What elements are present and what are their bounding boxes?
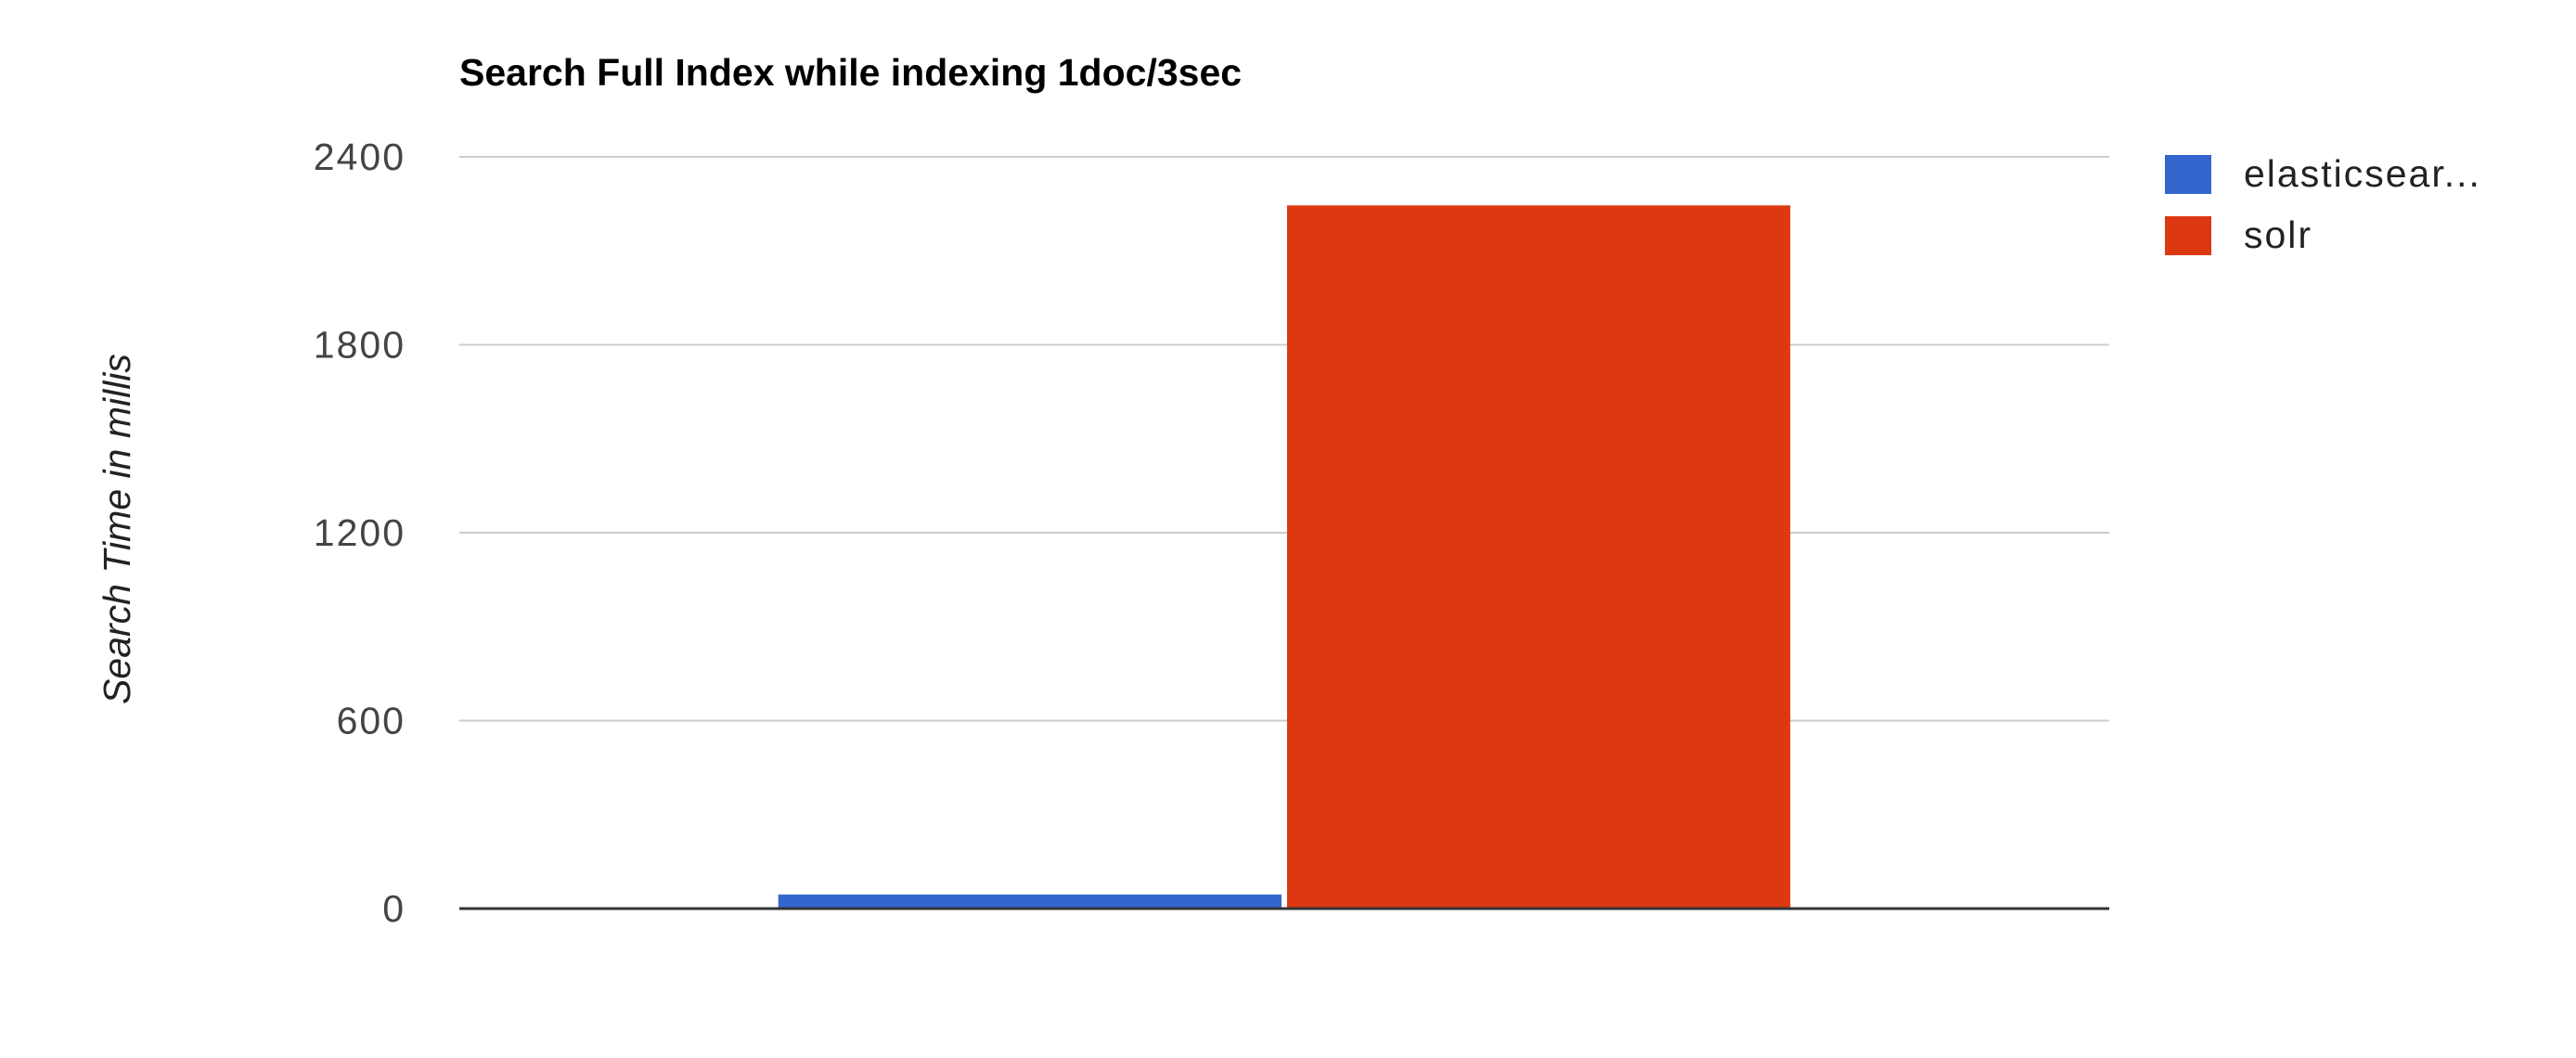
bar-elasticsear: [778, 894, 1282, 909]
legend-swatch: [2165, 155, 2211, 194]
y-tick-label: 0: [382, 887, 406, 930]
gridlines: [459, 156, 2109, 722]
chart-title: Search Full Index while indexing 1doc/3s…: [459, 51, 1242, 94]
legend-label: solr: [2244, 213, 2312, 256]
y-tick-label: 1800: [314, 324, 406, 367]
y-tick-label: 2400: [314, 135, 406, 178]
legend: elasticsear... solr: [2165, 152, 2481, 256]
y-tick-label: 1200: [314, 511, 406, 554]
bars: [778, 205, 1791, 909]
bar-solr: [1287, 205, 1791, 909]
legend-swatch: [2165, 216, 2211, 255]
y-axis-title: Search Time in millis: [96, 354, 138, 704]
y-tick-label: 600: [337, 700, 406, 742]
legend-label: elasticsear...: [2244, 152, 2481, 195]
y-axis-ticks: 0 600 1200 1800 2400: [314, 135, 406, 930]
